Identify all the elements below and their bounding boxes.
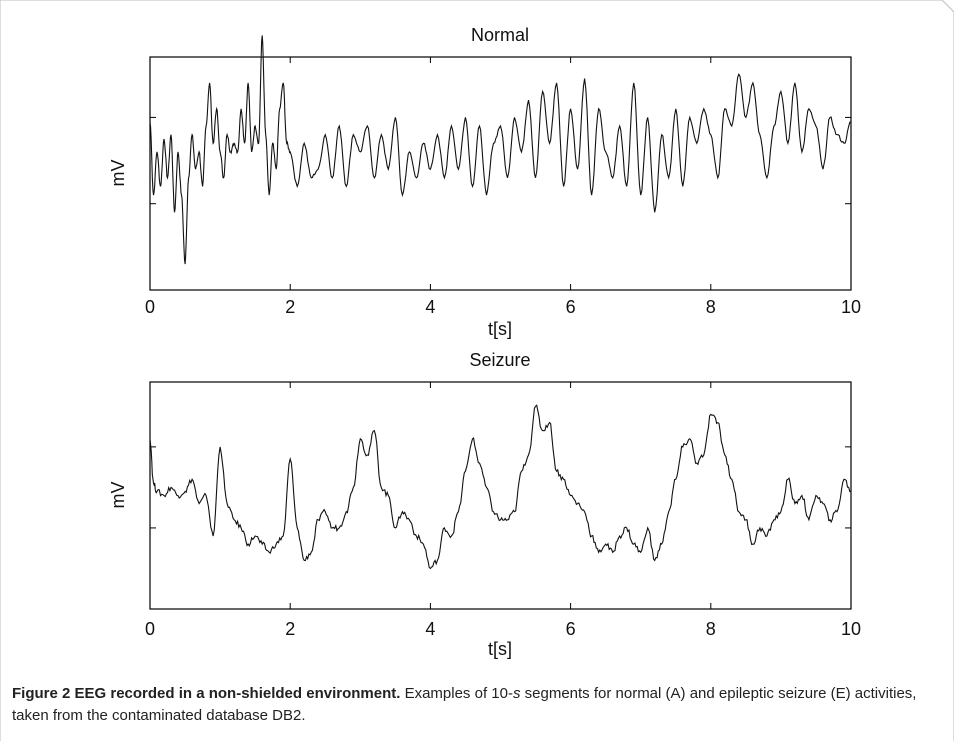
seizure-x-tick-label: 2 — [285, 619, 295, 639]
seizure-x-tick-label: 0 — [145, 619, 155, 639]
normal-xlabel: t[s] — [488, 319, 512, 339]
normal-x-tick-label: 6 — [566, 297, 576, 317]
normal-ylabel: mV — [108, 160, 128, 187]
caption-text-2: segments for normal (A) and epileptic se… — [12, 685, 917, 724]
seizure-ylabel: mV — [108, 482, 128, 509]
seizure-x-tick-label: 8 — [706, 619, 716, 639]
seizure-eeg-trace — [149, 404, 852, 570]
seizure-chart-title: Seizure — [469, 350, 530, 370]
normal-x-tick-label: 4 — [425, 297, 435, 317]
seizure-x-ticks: 0 2 4 6 8 10 — [145, 382, 861, 639]
caption-title: Figure 2 EEG recorded in a non-shielded … — [12, 685, 401, 702]
caption-text-1: Examples of 10- — [400, 685, 513, 702]
seizure-plot-area — [149, 381, 852, 610]
normal-x-ticks: 0 2 4 6 8 10 — [145, 57, 861, 317]
normal-eeg-trace — [149, 35, 852, 265]
seizure-y-ticks — [150, 446, 851, 529]
normal-x-tick-label: 2 — [285, 297, 295, 317]
normal-y-ticks — [150, 116, 851, 205]
seizure-x-tick-label: 6 — [566, 619, 576, 639]
normal-chart-title: Normal — [471, 25, 529, 45]
seizure-x-tick-label: 4 — [425, 619, 435, 639]
normal-x-tick-label: 8 — [706, 297, 716, 317]
seizure-chart: Seizure mV t[s] 0 2 4 6 8 10 — [108, 350, 861, 659]
normal-plot-area — [149, 56, 852, 291]
seizure-xlabel: t[s] — [488, 639, 512, 659]
normal-chart: Normal mV t[s] 0 2 4 6 8 10 — [108, 25, 861, 339]
caption-italic: s — [512, 685, 521, 702]
seizure-x-tick-label: 10 — [841, 619, 861, 639]
normal-x-tick-label: 10 — [841, 297, 861, 317]
normal-x-tick-label: 0 — [145, 297, 155, 317]
figure-caption: Figure 2 EEG recorded in a non-shielded … — [12, 683, 932, 727]
